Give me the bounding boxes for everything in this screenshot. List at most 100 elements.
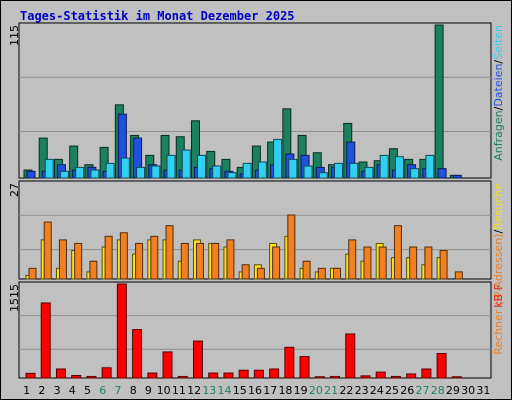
legend-entry: Anfragen (492, 110, 505, 160)
bar-rechner (454, 271, 463, 280)
bar-rechner (89, 260, 98, 280)
bar-kb (330, 375, 341, 379)
bar-seiten (120, 157, 130, 179)
x-tick-label: 30 (461, 384, 475, 397)
bar-rechner (348, 239, 357, 280)
bar-rechner (226, 239, 235, 280)
bar-kb (116, 283, 127, 379)
bar-kb (390, 375, 401, 379)
bar-rechner (165, 225, 174, 280)
x-tick-label: 13 (202, 384, 216, 397)
bar-rechner (135, 242, 144, 280)
bar-kb (314, 376, 325, 379)
legend-entry: / (492, 60, 505, 64)
x-tick-label: 16 (248, 384, 262, 397)
bar-seiten (166, 154, 176, 179)
bar-seiten (288, 158, 298, 179)
bar-seiten (227, 172, 237, 179)
x-tick-label: 11 (172, 384, 186, 397)
bar-rechner (378, 246, 387, 280)
bar-anfragen (434, 24, 444, 179)
legend-entry: kB F (492, 284, 505, 308)
legend-entry: / (492, 106, 505, 110)
bar-kb (147, 372, 158, 379)
bar-rechner (317, 267, 326, 280)
x-tick-label: 1 (23, 384, 30, 397)
x-tick-label: 23 (355, 384, 369, 397)
bar-seiten (379, 154, 389, 179)
x-tick-label: 28 (431, 384, 445, 397)
bar-rechner (43, 221, 52, 280)
bar-seiten (410, 168, 420, 179)
bar-seiten (334, 162, 344, 179)
bar-rechner (256, 267, 265, 280)
bar-rechner (439, 250, 448, 280)
bar-kb (71, 375, 82, 379)
bar-seiten (59, 170, 69, 179)
bar-kb (101, 367, 112, 379)
bar-kb (86, 375, 97, 379)
bar-dateien (26, 170, 36, 179)
bar-kb (360, 375, 371, 379)
x-tick-label: 12 (187, 384, 201, 397)
bar-rechner (119, 232, 128, 280)
bar-seiten (318, 172, 328, 179)
bar-rechner (272, 246, 281, 280)
bar-seiten (212, 165, 222, 179)
bar-seiten (394, 156, 404, 179)
bar-rechner (180, 242, 189, 280)
bar-kb (451, 376, 462, 379)
bar-kb (375, 371, 386, 379)
bar-seiten (364, 166, 374, 179)
legend-2: Rechner (IP-Adressen)/Besuche (492, 183, 505, 355)
legend-3: kB F (492, 284, 505, 308)
bar-rechner (393, 225, 402, 280)
bar-kb (406, 373, 417, 379)
x-tick-label: 25 (385, 384, 399, 397)
x-tick-label: 2 (38, 384, 45, 397)
bar-kb (253, 369, 264, 379)
bar-kb (223, 372, 234, 379)
bar-kb (25, 372, 36, 379)
x-tick-label: 27 (415, 384, 429, 397)
bar-rechner (150, 235, 159, 280)
bar-kb (238, 369, 249, 379)
bar-rechner (104, 235, 113, 280)
bar-dateien (452, 174, 462, 179)
bar-seiten (196, 154, 206, 179)
bar-kb (162, 351, 173, 379)
x-tick-label: 24 (370, 384, 384, 397)
bar-seiten (105, 162, 115, 179)
x-tick-label: 9 (145, 384, 152, 397)
bar-rechner (195, 242, 204, 280)
bar-seiten (273, 138, 283, 179)
bar-kb (284, 346, 295, 379)
bar-kb (345, 333, 356, 379)
x-tick-label: 29 (446, 384, 460, 397)
x-tick-label: 21 (324, 384, 338, 397)
x-tick-label: 14 (218, 384, 232, 397)
bar-kb (192, 340, 203, 379)
x-tick-label: 22 (339, 384, 353, 397)
x-tick-label: 15 (233, 384, 247, 397)
bar-kb (269, 368, 280, 379)
y-max-label: 27 (8, 183, 21, 197)
legend-entry: / (492, 230, 505, 234)
bar-seiten (90, 169, 100, 179)
bar-rechner (363, 246, 372, 280)
bar-dateien (437, 168, 447, 179)
bar-kb (55, 368, 66, 379)
legend-entry: Rechner (IP-Adressen) (492, 234, 505, 355)
x-tick-label: 7 (114, 384, 121, 397)
bar-rechner (241, 264, 250, 280)
bar-rechner (28, 267, 37, 280)
y-max-label: 115 (8, 25, 21, 46)
bar-seiten (44, 158, 54, 179)
x-tick-label: 26 (400, 384, 414, 397)
bar-rechner (58, 239, 67, 280)
bar-seiten (151, 165, 161, 179)
bar-seiten (425, 154, 435, 179)
x-tick-label: 5 (84, 384, 91, 397)
x-tick-label: 20 (309, 384, 323, 397)
bar-seiten (257, 161, 267, 179)
